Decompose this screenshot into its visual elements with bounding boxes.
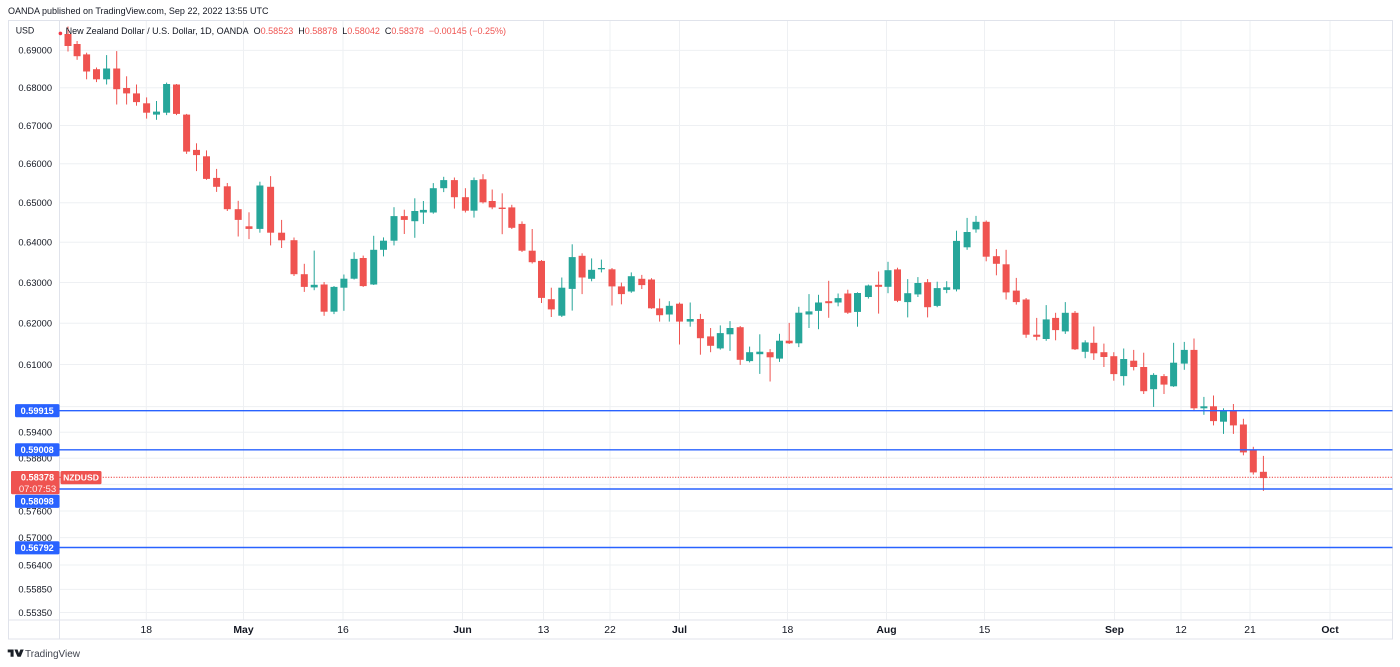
svg-text:21: 21 [1244, 625, 1256, 636]
svg-text:0.59915: 0.59915 [21, 406, 54, 416]
svg-text:Jun: Jun [453, 625, 471, 636]
svg-text:0.69000: 0.69000 [18, 46, 52, 56]
svg-text:18: 18 [782, 625, 794, 636]
svg-text:0.56400: 0.56400 [18, 560, 52, 570]
svg-text:22: 22 [604, 625, 616, 636]
svg-text:0.57000: 0.57000 [18, 533, 52, 543]
svg-text:0.67000: 0.67000 [18, 121, 52, 131]
svg-text:0.59008: 0.59008 [21, 445, 54, 455]
svg-text:OANDA published on TradingView: OANDA published on TradingView.com, Sep … [8, 6, 269, 16]
svg-text:0.55350: 0.55350 [18, 608, 52, 618]
svg-text:0.59400: 0.59400 [18, 428, 52, 438]
svg-text:07:07:53: 07:07:53 [19, 484, 56, 495]
svg-text:Jul: Jul [672, 625, 687, 636]
svg-text:16: 16 [337, 625, 349, 636]
svg-text:0.65000: 0.65000 [18, 198, 52, 208]
svg-text:0.58800: 0.58800 [18, 454, 52, 464]
svg-text:0.57600: 0.57600 [18, 506, 52, 516]
svg-text:15: 15 [979, 625, 991, 636]
svg-text:Aug: Aug [876, 625, 896, 636]
svg-text:Oct: Oct [1321, 625, 1339, 636]
svg-text:0.62000: 0.62000 [18, 319, 52, 329]
svg-text:New Zealand Dollar / U.S. Doll: New Zealand Dollar / U.S. Dollar, 1D, OA… [66, 26, 506, 36]
svg-text:0.61000: 0.61000 [18, 360, 52, 370]
svg-text:0.56792: 0.56792 [21, 543, 54, 553]
svg-text:0.55850: 0.55850 [18, 585, 52, 595]
svg-text:18: 18 [141, 625, 153, 636]
svg-text:May: May [233, 625, 253, 636]
svg-text:0.66000: 0.66000 [18, 159, 52, 169]
svg-text:USD: USD [16, 26, 35, 36]
svg-text:NZDUSD: NZDUSD [63, 473, 99, 483]
svg-text:0.68000: 0.68000 [18, 83, 52, 93]
svg-text:0.64000: 0.64000 [18, 238, 52, 248]
svg-text:0.58378: 0.58378 [21, 473, 54, 483]
svg-text:0.63000: 0.63000 [18, 278, 52, 288]
svg-text:TradingView: TradingView [25, 649, 81, 660]
svg-text:Sep: Sep [1105, 625, 1124, 636]
svg-text:13: 13 [538, 625, 550, 636]
svg-text:12: 12 [1175, 625, 1187, 636]
svg-text:0.58098: 0.58098 [21, 497, 54, 507]
